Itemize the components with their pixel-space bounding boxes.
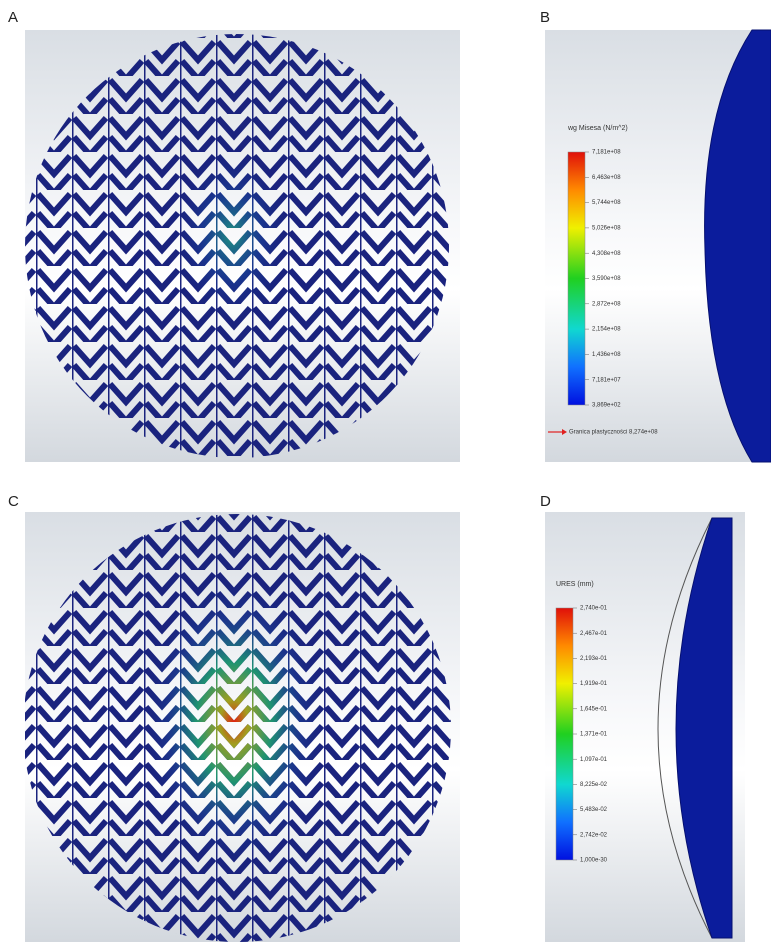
legend-label: 2,193e-01 (580, 656, 608, 662)
legend-label: 3,869e+02 (592, 403, 621, 409)
legend-label: 1,919e-01 (580, 681, 608, 687)
legend-label: 2,742e-02 (580, 832, 608, 838)
panel-a: A (8, 9, 460, 462)
legend-label: 7,181e+08 (592, 150, 621, 156)
panel-label: D (540, 493, 551, 510)
legend-label: 2,872e+08 (592, 301, 621, 307)
legend-label: 1,097e-01 (580, 757, 608, 763)
legend-label: 5,483e-02 (580, 807, 608, 813)
undeformed-outline (657, 517, 713, 939)
legend: wg Misesa (N/m^2) 7,181e+08 6,463e+08 5,744… (567, 125, 628, 409)
lens-model (675, 517, 733, 939)
lens-model (704, 29, 771, 463)
panel-label: A (8, 9, 18, 26)
legend-title: URES (mm) (556, 581, 594, 588)
legend-label: 1,645e-01 (580, 706, 608, 712)
legend-label: 2,740e-01 (580, 606, 608, 612)
legend-label: 3,590e+08 (592, 276, 621, 282)
legend: URES (mm) 2,740e-01 2,467e-01 2,193e-01 1,91… (555, 581, 608, 864)
panel-d: D URES (mm) 2,740e-01 2,467e-01 2,193e-01 1,… (540, 493, 745, 942)
panel-label: C (8, 493, 19, 510)
legend-label: 2,154e+08 (592, 327, 621, 333)
panel-b: B wg Misesa (N/m^2) 7,181e+08 6,463e+08 5,7… (540, 9, 771, 463)
stress-zone (172, 145, 292, 325)
legend-title: wg Misesa (N/m^2) (567, 125, 628, 132)
legend-label: 5,744e+08 (592, 200, 621, 206)
legend-label: 1,436e+08 (592, 352, 621, 358)
displacement-zone (139, 572, 329, 872)
legend-label: 1,371e-01 (580, 732, 608, 738)
color-bar (567, 151, 586, 406)
legend-label: 1,000e-30 (580, 858, 608, 864)
arrow-head (562, 429, 567, 435)
legend-label: 7,181e+07 (592, 377, 621, 383)
yield-note: Granica plastyczności 8,274e+08 (569, 430, 658, 436)
panel-label: B (540, 9, 550, 26)
legend-label: 4,308e+08 (592, 251, 621, 257)
color-bar (555, 607, 574, 861)
legend-label: 2,467e-01 (580, 631, 608, 637)
legend-label: 6,463e+08 (592, 175, 621, 181)
legend-label: 5,026e+08 (592, 225, 621, 231)
legend-label: 8,225e-02 (580, 782, 608, 788)
panel-c: C (8, 493, 460, 942)
